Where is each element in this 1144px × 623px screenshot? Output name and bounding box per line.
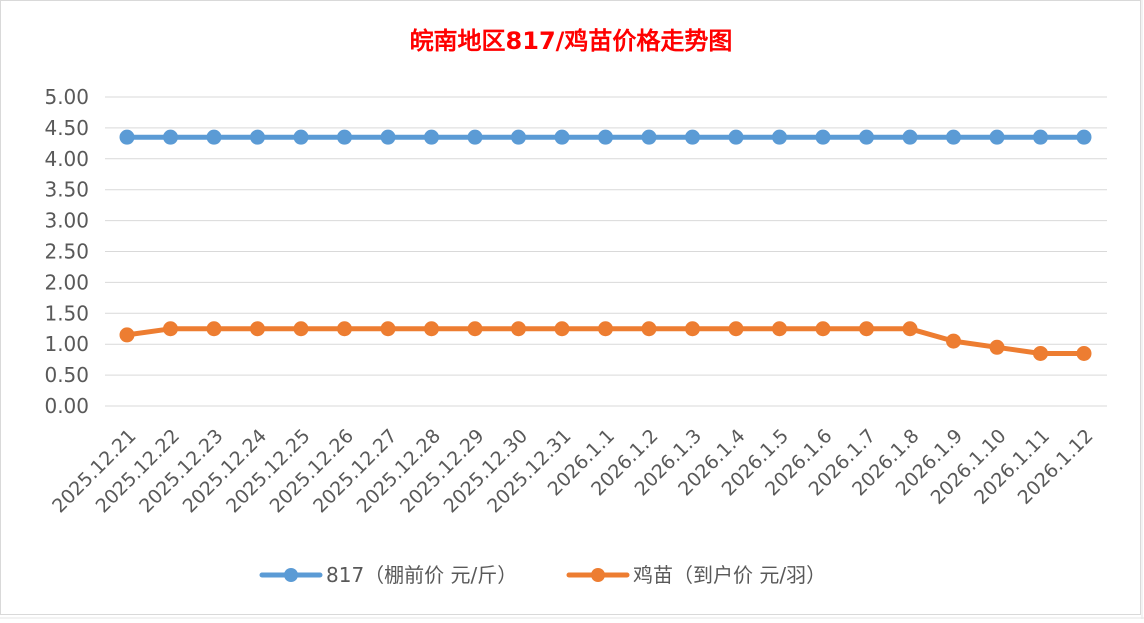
data-point bbox=[1076, 129, 1092, 145]
data-point bbox=[641, 321, 657, 337]
data-point bbox=[815, 129, 831, 145]
data-point bbox=[772, 129, 787, 145]
data-point bbox=[206, 129, 222, 145]
y-tick-label: 2.00 bbox=[44, 270, 89, 294]
data-point bbox=[293, 129, 309, 145]
y-tick-label: 1.50 bbox=[44, 301, 89, 325]
y-tick-label: 5.00 bbox=[44, 85, 89, 109]
data-point bbox=[554, 129, 570, 145]
chart-title: 皖南地区817/鸡苗价格走势图 bbox=[410, 27, 733, 55]
data-point bbox=[902, 321, 918, 337]
y-tick-label: 3.00 bbox=[44, 209, 89, 233]
data-point bbox=[163, 129, 178, 145]
data-point bbox=[380, 321, 396, 337]
data-point bbox=[206, 321, 222, 337]
data-point bbox=[902, 129, 918, 145]
data-point bbox=[467, 129, 483, 145]
legend-label: 鸡苗（到户价 元/羽） bbox=[633, 563, 826, 587]
series-2 bbox=[119, 321, 1092, 361]
legend-label: 817（棚前价 元/斤） bbox=[326, 563, 517, 587]
plot-area bbox=[119, 129, 1092, 361]
gridlines bbox=[105, 96, 1107, 407]
data-point bbox=[119, 129, 135, 145]
data-point bbox=[424, 129, 439, 145]
data-point bbox=[293, 321, 309, 337]
legend: 817（棚前价 元/斤） 鸡苗（到户价 元/羽） bbox=[259, 563, 826, 587]
data-point bbox=[337, 129, 352, 145]
legend-item-2: 鸡苗（到户价 元/羽） bbox=[566, 563, 826, 587]
data-point bbox=[598, 129, 613, 145]
y-tick-label: 2.50 bbox=[44, 240, 89, 264]
y-tick-label: 4.00 bbox=[44, 147, 89, 171]
data-point bbox=[728, 129, 744, 145]
data-point bbox=[989, 129, 1005, 145]
data-point bbox=[1033, 129, 1048, 145]
data-point bbox=[424, 321, 439, 337]
data-point bbox=[250, 321, 265, 337]
data-point bbox=[989, 339, 1005, 355]
data-point bbox=[685, 321, 700, 337]
legend-item-1: 817（棚前价 元/斤） bbox=[259, 563, 517, 587]
data-point bbox=[728, 321, 744, 337]
data-point bbox=[946, 129, 961, 145]
data-point bbox=[685, 129, 700, 145]
data-point bbox=[772, 321, 787, 337]
data-point bbox=[511, 321, 526, 337]
data-point bbox=[337, 321, 352, 337]
data-point bbox=[641, 129, 657, 145]
series-1 bbox=[119, 129, 1092, 145]
y-tick-label: 0.00 bbox=[44, 394, 89, 418]
data-point bbox=[163, 321, 178, 337]
y-tick-label: 0.50 bbox=[44, 363, 89, 387]
data-point bbox=[946, 333, 961, 349]
y-tick-label: 3.50 bbox=[44, 178, 89, 202]
legend-marker bbox=[591, 568, 605, 582]
data-point bbox=[467, 321, 483, 337]
y-axis: 0.00 0.50 1.00 1.50 2.00 2.50 3.00 3.50 4.00 4.50… bbox=[44, 85, 89, 418]
data-point bbox=[380, 129, 396, 145]
data-point bbox=[1076, 345, 1092, 361]
data-point bbox=[859, 129, 874, 145]
data-point bbox=[511, 129, 526, 145]
data-point bbox=[815, 321, 831, 337]
y-tick-label: 1.00 bbox=[44, 332, 89, 356]
data-point bbox=[1033, 345, 1048, 361]
data-point bbox=[119, 327, 135, 343]
data-point bbox=[554, 321, 570, 337]
y-tick-label: 4.50 bbox=[44, 116, 89, 140]
legend-marker bbox=[284, 568, 298, 582]
data-point bbox=[859, 321, 874, 337]
data-point bbox=[250, 129, 265, 145]
data-point bbox=[598, 321, 613, 337]
